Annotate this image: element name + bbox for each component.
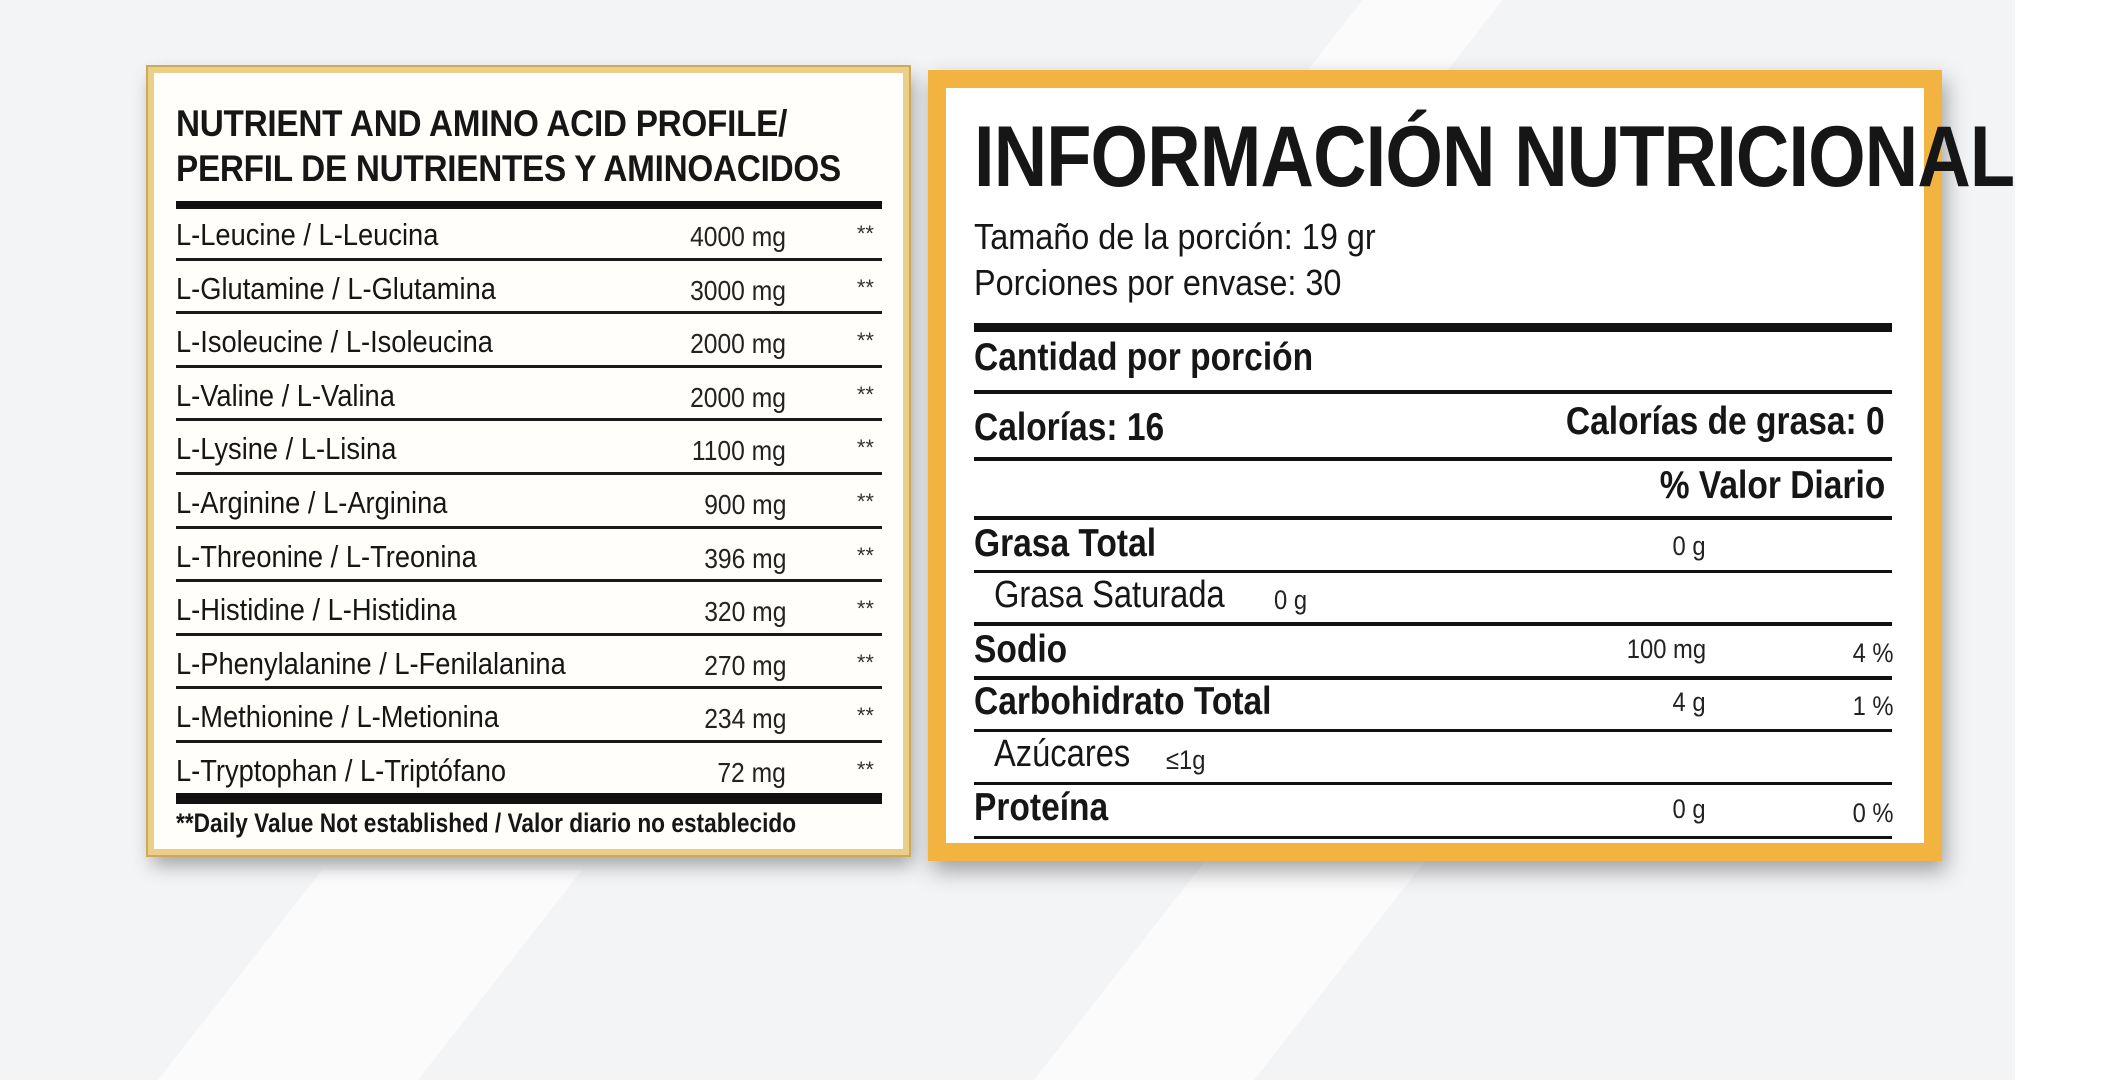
divider — [974, 570, 1892, 573]
background-stripe — [157, 870, 583, 1080]
amino-dv-marker: ** — [856, 703, 874, 729]
table-row: L-Phenylalanine / L-Fenilalanina 270 mg … — [176, 636, 882, 690]
amino-acid-profile-panel: NUTRIENT AND AMINO ACID PROFILE/ PERFIL … — [148, 67, 909, 855]
amino-acid-table: L-Leucine / L-Leucina 4000 mg ** L-Gluta… — [176, 207, 882, 797]
amino-dv-marker: ** — [856, 488, 874, 514]
amino-dv-marker: ** — [856, 381, 874, 407]
daily-value-header: % Valor Diario — [1659, 464, 1885, 507]
table-row: L-Lysine / L-Lisina 1100 mg ** — [176, 421, 882, 475]
amino-name: L-Histidine / L-Histidina — [176, 592, 457, 628]
nutrient-dv-total-carbohydrate: 1 % — [1853, 691, 1894, 721]
divider — [974, 782, 1892, 785]
amino-name: L-Glutamine / L-Glutamina — [176, 270, 496, 306]
nutrient-label-saturated-fat: Grasa Saturada — [994, 574, 1225, 616]
nutrient-label-total-carbohydrate: Carbohidrato Total — [974, 680, 1272, 723]
nutrition-facts-panel: INFORMACIÓN NUTRICIONAL Tamaño de la por… — [928, 70, 2015, 861]
amino-dv-marker: ** — [856, 435, 874, 461]
bottom-thick-divider — [176, 793, 882, 804]
table-row: L-Arginine / L-Arginina 900 mg ** — [176, 475, 882, 529]
amino-amount: 2000 mg — [690, 381, 786, 413]
daily-value-footnote: **Daily Value Not established / Valor di… — [176, 808, 797, 838]
serving-size: Tamaño de la porción: 19 gr — [974, 216, 1376, 257]
amino-name: L-Tryptophan / L-Triptófano — [176, 752, 507, 788]
amino-amount: 72 mg — [717, 756, 786, 788]
amino-dv-marker: ** — [856, 596, 874, 622]
thick-divider — [974, 323, 1892, 332]
amino-dv-marker: ** — [856, 542, 874, 568]
amino-panel-title: NUTRIENT AND AMINO ACID PROFILE/ PERFIL … — [176, 101, 841, 191]
amount-per-serving-label: Cantidad por porción — [974, 336, 1314, 379]
table-row: L-Tryptophan / L-Triptófano 72 mg ** — [176, 743, 882, 797]
amino-amount: 900 mg — [703, 488, 786, 520]
nutrient-amount-saturated-fat: 0 g — [1274, 585, 1308, 615]
nutrient-amount-total-fat: 0 g — [1672, 531, 1706, 561]
divider — [974, 516, 1892, 520]
amino-dv-marker: ** — [856, 274, 874, 300]
nutrient-dv-protein: 0 % — [1853, 798, 1894, 828]
nutrient-amount-sodium: 100 mg — [1626, 634, 1706, 664]
amino-title-line2: PERFIL DE NUTRIENTES Y AMINOACIDOS — [176, 148, 841, 189]
amino-amount: 1100 mg — [691, 435, 786, 467]
divider — [974, 622, 1892, 626]
amino-name: L-Leucine / L-Leucina — [176, 217, 439, 252]
background-right-edge — [2015, 0, 2110, 1080]
calories-value: Calorías: 16 — [974, 406, 1165, 449]
amino-amount: 3000 mg — [690, 274, 786, 306]
divider — [974, 676, 1892, 680]
amino-name: L-Phenylalanine / L-Fenilalanina — [176, 645, 566, 681]
amino-amount: 234 mg — [703, 703, 786, 735]
amino-name: L-Isoleucine / L-Isoleucina — [176, 324, 493, 360]
nutrient-label-sodium: Sodio — [974, 628, 1068, 671]
nutrient-dv-sodium: 4 % — [1853, 638, 1894, 668]
amino-name: L-Threonine / L-Treonina — [176, 538, 477, 574]
amino-amount: 2000 mg — [690, 328, 786, 360]
nutrition-title: INFORMACIÓN NUTRICIONAL — [974, 109, 2015, 205]
servings-per-container: Porciones por envase: 30 — [974, 262, 1342, 303]
calories-from-fat: Calorías de grasa: 0 — [1566, 400, 1885, 443]
nutrient-label-total-fat: Grasa Total — [974, 522, 1157, 565]
table-row: L-Methionine / L-Metionina 234 mg ** — [176, 689, 882, 743]
amino-title-line1: NUTRIENT AND AMINO ACID PROFILE/ — [176, 103, 788, 144]
top-thick-divider — [176, 201, 882, 209]
nutrient-amount-sugars: ≤1g — [1166, 745, 1206, 775]
amino-name: L-Valine / L-Valina — [176, 377, 395, 413]
amino-amount: 320 mg — [703, 596, 786, 628]
table-row: L-Glutamine / L-Glutamina 3000 mg ** — [176, 261, 882, 315]
amino-dv-marker: ** — [856, 649, 874, 675]
amino-name: L-Lysine / L-Lisina — [176, 431, 397, 467]
divider — [974, 457, 1892, 461]
background-stripe — [1034, 860, 1426, 1080]
amino-amount: 4000 mg — [690, 221, 786, 252]
amino-amount: 396 mg — [703, 542, 786, 574]
nutrient-amount-protein: 0 g — [1672, 794, 1706, 824]
nutrient-amount-total-carbohydrate: 4 g — [1672, 687, 1706, 717]
table-row: L-Threonine / L-Treonina 396 mg ** — [176, 529, 882, 583]
amino-dv-marker: ** — [856, 221, 874, 246]
divider — [974, 729, 1892, 732]
table-row: L-Valine / L-Valina 2000 mg ** — [176, 368, 882, 422]
amino-dv-marker: ** — [856, 328, 874, 354]
amino-amount: 270 mg — [703, 649, 786, 681]
amino-name: L-Methionine / L-Metionina — [176, 699, 500, 735]
table-row: L-Histidine / L-Histidina 320 mg ** — [176, 582, 882, 636]
amino-dv-marker: ** — [856, 756, 874, 782]
nutrient-label-sugars: Azúcares — [994, 733, 1131, 775]
divider — [974, 390, 1892, 394]
table-row: L-Isoleucine / L-Isoleucina 2000 mg ** — [176, 314, 882, 368]
table-row: L-Leucine / L-Leucina 4000 mg ** — [176, 207, 882, 261]
nutrient-label-protein: Proteína — [974, 786, 1109, 829]
bottom-divider — [974, 836, 1892, 839]
amino-name: L-Arginine / L-Arginina — [176, 484, 448, 520]
